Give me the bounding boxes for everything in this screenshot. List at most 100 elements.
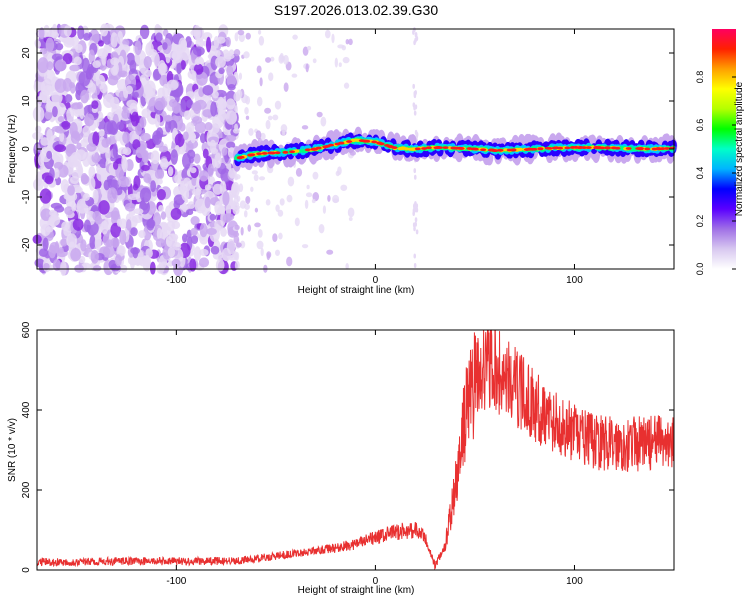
noise-blob bbox=[176, 62, 182, 75]
noise-blob bbox=[218, 67, 225, 75]
signal-blob bbox=[488, 148, 495, 152]
noise-blob bbox=[210, 101, 217, 117]
noise-blob bbox=[71, 169, 83, 179]
noise-blob bbox=[187, 201, 196, 209]
noise-blob bbox=[206, 228, 217, 235]
colorbar-label: Normalized spectral amplitude bbox=[734, 81, 745, 216]
noise-blob bbox=[70, 248, 82, 262]
noise-blob bbox=[32, 106, 45, 122]
colorbar-gradient bbox=[712, 29, 736, 269]
noise-blob bbox=[34, 125, 42, 134]
noise-blob bbox=[235, 242, 242, 248]
noise-blob bbox=[152, 130, 162, 146]
noise-blob bbox=[154, 97, 166, 111]
noise-blob bbox=[165, 52, 171, 64]
signal-blob bbox=[328, 143, 335, 147]
noise-blob bbox=[414, 37, 417, 43]
noise-blob bbox=[279, 198, 285, 206]
noise-blob bbox=[172, 242, 182, 251]
noise-blob bbox=[39, 48, 48, 55]
noise-blob bbox=[245, 115, 250, 120]
noise-blob bbox=[92, 210, 102, 222]
noise-blob bbox=[91, 100, 99, 110]
noise-blob bbox=[129, 60, 137, 73]
noise-blob bbox=[49, 241, 60, 254]
snr-frame bbox=[36, 329, 675, 571]
noise-blob bbox=[203, 94, 212, 103]
signal-blob bbox=[391, 146, 398, 150]
spectrogram-y-tick-label: 10 bbox=[21, 95, 32, 107]
noise-blob bbox=[179, 122, 186, 132]
noise-blob bbox=[40, 137, 49, 146]
noise-blob bbox=[233, 231, 240, 237]
noise-blob bbox=[234, 32, 239, 42]
signal-blob bbox=[515, 148, 521, 152]
noise-blob bbox=[44, 110, 53, 120]
noise-blob bbox=[305, 63, 309, 73]
noise-blob bbox=[183, 110, 191, 121]
colorbar-tick-label: 0.6 bbox=[695, 119, 705, 132]
noise-blob bbox=[225, 134, 237, 142]
noise-blob bbox=[171, 101, 181, 114]
noise-blob bbox=[180, 203, 189, 212]
noise-blob bbox=[205, 36, 212, 53]
noise-blob bbox=[162, 42, 168, 50]
noise-blob bbox=[153, 53, 160, 68]
noise-blob bbox=[214, 200, 223, 216]
snr-x-tick-label: 0 bbox=[373, 576, 379, 587]
noise-blob bbox=[52, 259, 62, 271]
noise-blob bbox=[114, 254, 122, 267]
noise-blob bbox=[92, 189, 99, 204]
noise-blob bbox=[135, 146, 146, 159]
noise-blob bbox=[234, 174, 241, 180]
signal-blob bbox=[300, 148, 306, 153]
noise-blob bbox=[58, 247, 64, 254]
noise-blob bbox=[86, 143, 97, 152]
signal-blob bbox=[256, 152, 263, 156]
noise-blob bbox=[345, 262, 349, 270]
noise-blob bbox=[234, 105, 238, 114]
noise-blob bbox=[238, 183, 244, 193]
noise-blob bbox=[116, 244, 126, 257]
noise-blob bbox=[73, 56, 82, 66]
spectrogram-y-tick-label: 0 bbox=[21, 146, 32, 152]
noise-blob bbox=[166, 79, 179, 91]
noise-blob bbox=[294, 217, 300, 227]
noise-blob bbox=[122, 131, 131, 144]
noise-blob bbox=[51, 91, 63, 105]
signal-blob bbox=[421, 147, 428, 150]
noise-blob bbox=[265, 57, 272, 63]
noise-blob bbox=[32, 131, 44, 140]
noise-blob bbox=[168, 233, 179, 241]
noise-blob bbox=[348, 38, 353, 46]
noise-blob bbox=[165, 205, 172, 219]
noise-blob bbox=[72, 218, 84, 231]
noise-blob bbox=[119, 218, 127, 229]
signal-blob bbox=[480, 148, 487, 152]
noise-blob bbox=[84, 113, 95, 127]
noise-blob bbox=[138, 230, 146, 239]
noise-blob bbox=[316, 111, 323, 118]
spectrogram-x-tick-label: 100 bbox=[566, 275, 583, 286]
noise-blob bbox=[301, 125, 309, 130]
noise-blob bbox=[198, 257, 210, 268]
noise-blob bbox=[182, 131, 189, 141]
noise-blob bbox=[67, 184, 75, 196]
noise-blob bbox=[412, 83, 415, 89]
noise-blob bbox=[43, 69, 56, 85]
noise-blob bbox=[415, 133, 419, 139]
noise-blob bbox=[265, 199, 271, 206]
noise-blob bbox=[52, 106, 58, 118]
snr-x-tick-label: -100 bbox=[166, 576, 186, 587]
noise-blob bbox=[322, 205, 327, 214]
noise-blob bbox=[227, 83, 236, 91]
noise-blob bbox=[191, 235, 199, 245]
noise-blob bbox=[193, 246, 202, 261]
signal-blob bbox=[585, 146, 592, 150]
snr-panel: -100 0 100 0 200 400 600 Height of straight l… bbox=[7, 321, 675, 596]
noise-blob bbox=[112, 143, 118, 158]
noise-blob bbox=[92, 131, 100, 147]
noise-blob bbox=[100, 23, 109, 37]
noise-blob bbox=[202, 85, 214, 96]
noise-blob bbox=[232, 128, 240, 134]
